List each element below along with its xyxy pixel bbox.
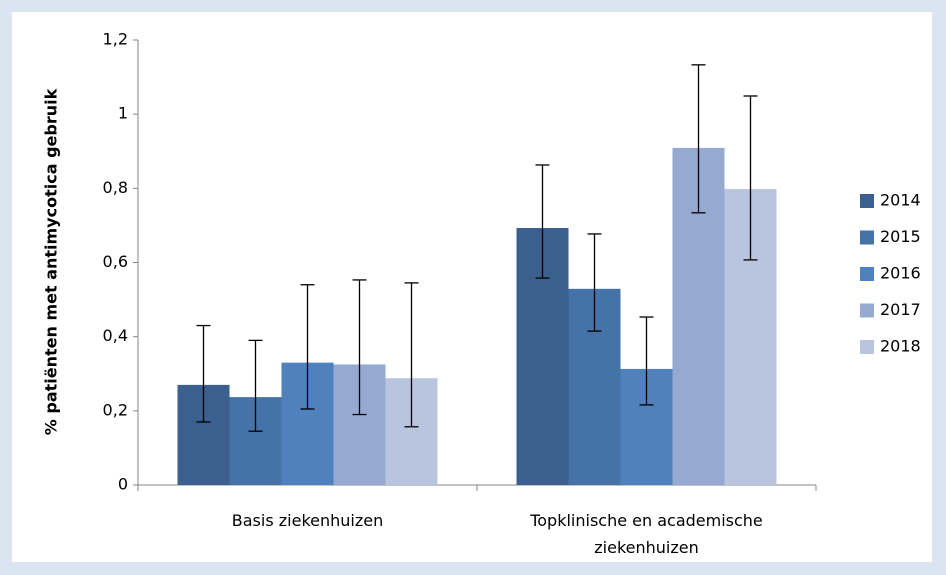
chart-area bbox=[12, 12, 932, 562]
legend-label: 2016 bbox=[880, 264, 921, 283]
legend-label: 2014 bbox=[880, 191, 921, 210]
legend-swatch bbox=[860, 230, 874, 245]
y-tick-label: 0,6 bbox=[103, 252, 128, 271]
legend-swatch bbox=[860, 340, 874, 354]
error-bar bbox=[535, 164, 550, 279]
y-tick-label: 1,2 bbox=[103, 30, 128, 49]
y-tick-label: 1 bbox=[118, 104, 128, 123]
legend-swatch bbox=[860, 267, 874, 281]
error-bar bbox=[248, 339, 263, 432]
error-bar bbox=[352, 279, 367, 416]
y-tick-label: 0,2 bbox=[103, 400, 128, 419]
legend-swatch bbox=[860, 303, 874, 318]
legend-label: 2018 bbox=[880, 337, 921, 356]
error-bar bbox=[196, 324, 211, 423]
y-tick-label: 0,4 bbox=[103, 326, 128, 345]
error-bar bbox=[743, 95, 758, 261]
error-bar bbox=[587, 233, 602, 332]
y-tick-label: 0,8 bbox=[103, 178, 128, 197]
legend-swatch bbox=[860, 194, 874, 208]
x-tick-label: Topklinische en academische ziekenhuizen bbox=[530, 511, 763, 557]
legend-label: 2015 bbox=[880, 227, 921, 246]
error-bar bbox=[691, 64, 706, 214]
x-tick-label: Basis ziekenhuizen bbox=[231, 511, 384, 530]
error-bar bbox=[404, 282, 419, 428]
error-bar bbox=[300, 284, 315, 410]
legend-label: 2017 bbox=[880, 300, 921, 319]
y-tick-label: 0 bbox=[118, 475, 128, 494]
error-bar bbox=[639, 316, 654, 406]
y-axis-label: % patiënten met antimycotica gebruik bbox=[42, 88, 61, 435]
